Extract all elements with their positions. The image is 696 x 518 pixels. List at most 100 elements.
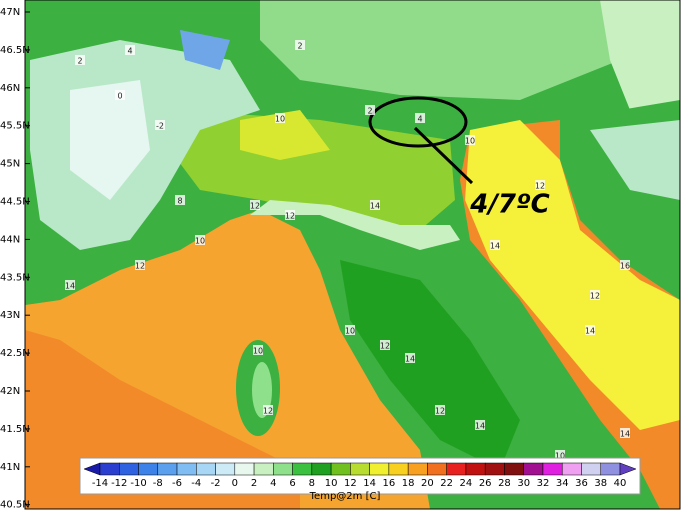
colorbar-tick-label: -6 bbox=[172, 478, 182, 489]
map-field bbox=[25, 0, 680, 509]
contour-label: 12 bbox=[590, 292, 600, 301]
contour-label: 12 bbox=[263, 407, 273, 416]
colorbar-tick-label: 40 bbox=[614, 478, 627, 489]
contour-label: 8 bbox=[177, 197, 182, 206]
cold-peak bbox=[180, 30, 230, 70]
colorbar-tick-label: -14 bbox=[92, 478, 108, 489]
colorbar-tick-label: 20 bbox=[421, 478, 434, 489]
contour-label-box bbox=[585, 325, 595, 335]
contour-label: 12 bbox=[380, 342, 390, 351]
contour-label-box bbox=[155, 120, 165, 130]
contour-label-box bbox=[263, 405, 273, 415]
contour-label-box bbox=[253, 345, 263, 355]
latitude-label: 44N bbox=[0, 234, 20, 245]
colorbar-swatch bbox=[581, 462, 601, 476]
latitude-label: 41.5N bbox=[0, 424, 30, 435]
colorbar-tick-label: -12 bbox=[111, 478, 127, 489]
contour-label-box bbox=[475, 420, 485, 430]
colorbar-swatch bbox=[388, 462, 409, 476]
colorbar-tick-label: -10 bbox=[130, 478, 146, 489]
contour-label: 14 bbox=[490, 242, 500, 251]
colorbar-swatch bbox=[138, 462, 159, 476]
contour-label: 14 bbox=[65, 282, 75, 291]
colorbar-end bbox=[619, 462, 637, 476]
contour-label-box bbox=[175, 195, 185, 205]
contour-label-box bbox=[370, 200, 380, 210]
contour-label: 14 bbox=[585, 327, 595, 336]
colorbar-swatch bbox=[407, 462, 428, 476]
colorbar-tick-label: 8 bbox=[309, 478, 315, 489]
contour-label: 2 bbox=[77, 57, 82, 66]
colorbar-tick-label: 28 bbox=[498, 478, 511, 489]
apennines bbox=[340, 260, 520, 470]
alps-snow bbox=[70, 80, 150, 200]
colorbar-swatch bbox=[369, 462, 390, 476]
contour-label-box bbox=[135, 260, 145, 270]
colorbar-swatch bbox=[119, 462, 139, 476]
contour-label: 10 bbox=[253, 347, 263, 356]
latitude-label: 42.5N bbox=[0, 348, 30, 359]
latitude-axis: 47N 46.5N 46N 45.5N 45N 44.5N 44N 43.5N 43N 42.5N… bbox=[0, 7, 30, 511]
colorbar-tick-label: 24 bbox=[460, 478, 473, 489]
contour-label-box bbox=[465, 135, 475, 145]
contour-label-box bbox=[490, 240, 500, 250]
colorbar-tick-label: -8 bbox=[153, 478, 163, 489]
colorbar-swatch bbox=[234, 462, 255, 476]
colorbar-tick-label: 34 bbox=[556, 478, 569, 489]
colorbar-swatch bbox=[350, 462, 370, 476]
contour-label: 14 bbox=[620, 430, 630, 439]
latitude-label: 47N bbox=[0, 7, 20, 18]
corsica-highland bbox=[252, 362, 272, 418]
contour-label: 2 bbox=[367, 107, 372, 116]
contour-label-box bbox=[275, 113, 285, 123]
colorbar-swatch bbox=[99, 462, 120, 476]
colorbar-swatch bbox=[157, 462, 178, 476]
contour-label-box bbox=[125, 45, 135, 55]
colorbar-tick-label: 36 bbox=[575, 478, 588, 489]
contour-label-box bbox=[380, 340, 390, 350]
colorbar-tick-label: -2 bbox=[211, 478, 221, 489]
contour-label-box bbox=[365, 105, 375, 115]
colorbar-tick-label: 2 bbox=[251, 478, 257, 489]
contour-label: -2 bbox=[156, 122, 164, 131]
ligurian-hills bbox=[250, 200, 460, 250]
colorbar-tick-label: 26 bbox=[479, 478, 492, 489]
latitude-label: 43N bbox=[0, 310, 20, 321]
colorbar-swatch bbox=[292, 462, 313, 476]
contour-label: 14 bbox=[405, 355, 415, 364]
contour-label-box bbox=[285, 210, 295, 220]
latitude-label: 41N bbox=[0, 462, 20, 473]
colorbar-tick-label: 30 bbox=[517, 478, 530, 489]
colorbar-swatch bbox=[523, 462, 544, 476]
colorbar-swatch bbox=[427, 462, 447, 476]
latitude-label: 46N bbox=[0, 83, 20, 94]
colorbar-tick-label: 38 bbox=[594, 478, 607, 489]
contour-label-box bbox=[415, 113, 425, 123]
colorbar-swatch bbox=[561, 462, 582, 476]
contour-label: 12 bbox=[135, 262, 145, 271]
colorbar-swatch bbox=[176, 462, 197, 476]
colorbar-swatch bbox=[542, 462, 563, 476]
colorbar-tick-label: 14 bbox=[363, 478, 376, 489]
contour-label-box bbox=[295, 40, 305, 50]
latitude-label: 46.5N bbox=[0, 45, 30, 56]
contour-label-box bbox=[435, 405, 445, 415]
croatia-highland bbox=[590, 120, 680, 200]
contour-label: 12 bbox=[535, 182, 545, 191]
contour-label-box bbox=[115, 90, 125, 100]
latitude-label: 45N bbox=[0, 159, 20, 170]
contour-label: 0 bbox=[117, 92, 122, 101]
colorbar-swatch bbox=[273, 462, 293, 476]
contour-label: 10 bbox=[195, 237, 205, 246]
colorbar-tick-label: -4 bbox=[191, 478, 201, 489]
warm-patch bbox=[240, 110, 330, 160]
contour-label: 2 bbox=[297, 42, 302, 51]
colorbar-swatch bbox=[504, 462, 524, 476]
contour-label: 10 bbox=[465, 137, 475, 146]
annotation: 4/7ºC bbox=[469, 190, 549, 220]
latitude-label: 45.5N bbox=[0, 121, 30, 132]
contour-label-box bbox=[75, 55, 85, 65]
contour-label: 10 bbox=[345, 327, 355, 336]
contour-label-box bbox=[620, 428, 630, 438]
